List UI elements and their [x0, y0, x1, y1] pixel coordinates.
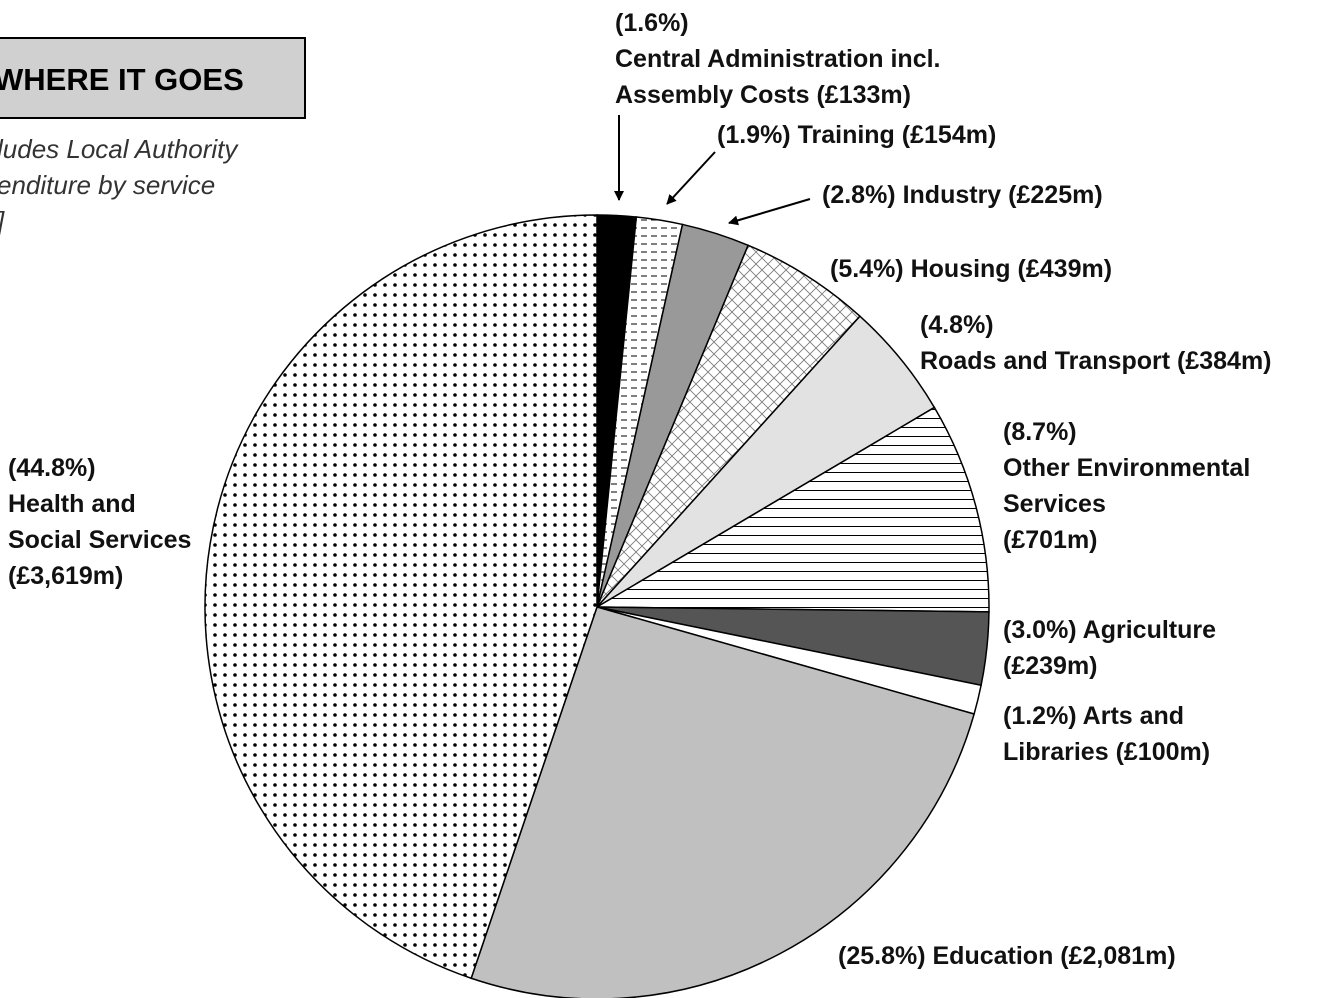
amount-label: (£239m) [1003, 652, 1098, 680]
slice-label: (1.2%) Arts and Libraries (£100m) [1003, 698, 1253, 770]
value-label: (8.7%) [1003, 418, 1077, 446]
value-label: (25.8%) [838, 942, 926, 970]
slice-label: (25.8%) Education (£2,081m) [838, 938, 1298, 974]
amount-label: (£225m) [1008, 181, 1103, 209]
amount-label: (£3,619m) [8, 562, 124, 590]
pie-slice [470, 606, 976, 998]
amount-label: (£384m) [1177, 347, 1272, 375]
slice-label: (1.6%) Central Administration incl. Assem… [615, 5, 995, 113]
category-label: Housing [910, 255, 1011, 283]
slice-label: (44.8%) Health and Social Services (£3,61… [8, 450, 208, 594]
amount-label: (£439m) [1017, 255, 1113, 283]
subtitle: ] [0, 206, 5, 236]
leader-arrow [728, 198, 811, 226]
slice-label: (5.4%) Housing (£439m) [830, 251, 1230, 287]
category-label: Roads and Transport [920, 347, 1171, 375]
leader-arrow [666, 151, 716, 205]
subtitle: ludes Local Authority [0, 134, 239, 164]
value-label: (2.8%) [822, 181, 896, 209]
category-label: Health and Social Services [8, 490, 192, 554]
slice-label: (4.8%) Roads and Transport (£384m) [920, 307, 1320, 379]
amount-label: (£701m) [1003, 526, 1098, 554]
pie-slice [596, 244, 861, 608]
subtitle: enditure by service [0, 170, 215, 200]
value-label: (1.6%) [615, 9, 689, 37]
amount-label: (£133m) [816, 81, 911, 109]
category-label: Agriculture [1082, 616, 1217, 644]
value-label: (4.8%) [920, 311, 994, 339]
slice-label: (3.0%) Agriculture (£239m) [1003, 612, 1293, 684]
amount-label: (£2,081m) [1060, 942, 1176, 970]
category-label: Other Environmental Services [1003, 454, 1251, 518]
slice-label: (1.9%) Training (£154m) [717, 117, 1117, 153]
value-label: (44.8%) [8, 454, 96, 482]
amount-label: (£154m) [901, 121, 997, 149]
slice-label: (2.8%) Industry (£225m) [822, 177, 1222, 213]
value-label: (1.9%) [717, 121, 791, 149]
value-label: (5.4%) [830, 255, 904, 283]
chart-title: WHERE IT GOES [0, 62, 244, 97]
category-label: Training [797, 121, 895, 149]
category-label: Industry [902, 181, 1002, 209]
slice-label: (8.7%) Other Environmental Services (£701… [1003, 414, 1303, 558]
pie-slice [594, 406, 990, 613]
category-label: Education [932, 942, 1054, 970]
amount-label: (£100m) [1115, 738, 1211, 766]
category-label: Arts and Libraries [1003, 702, 1185, 766]
value-label: (1.2%) [1003, 702, 1077, 730]
title-box [0, 37, 306, 119]
pie-slice [204, 214, 598, 980]
category-label: Central Administration incl. Assembly Co… [615, 45, 941, 109]
value-label: (3.0%) [1003, 616, 1077, 644]
